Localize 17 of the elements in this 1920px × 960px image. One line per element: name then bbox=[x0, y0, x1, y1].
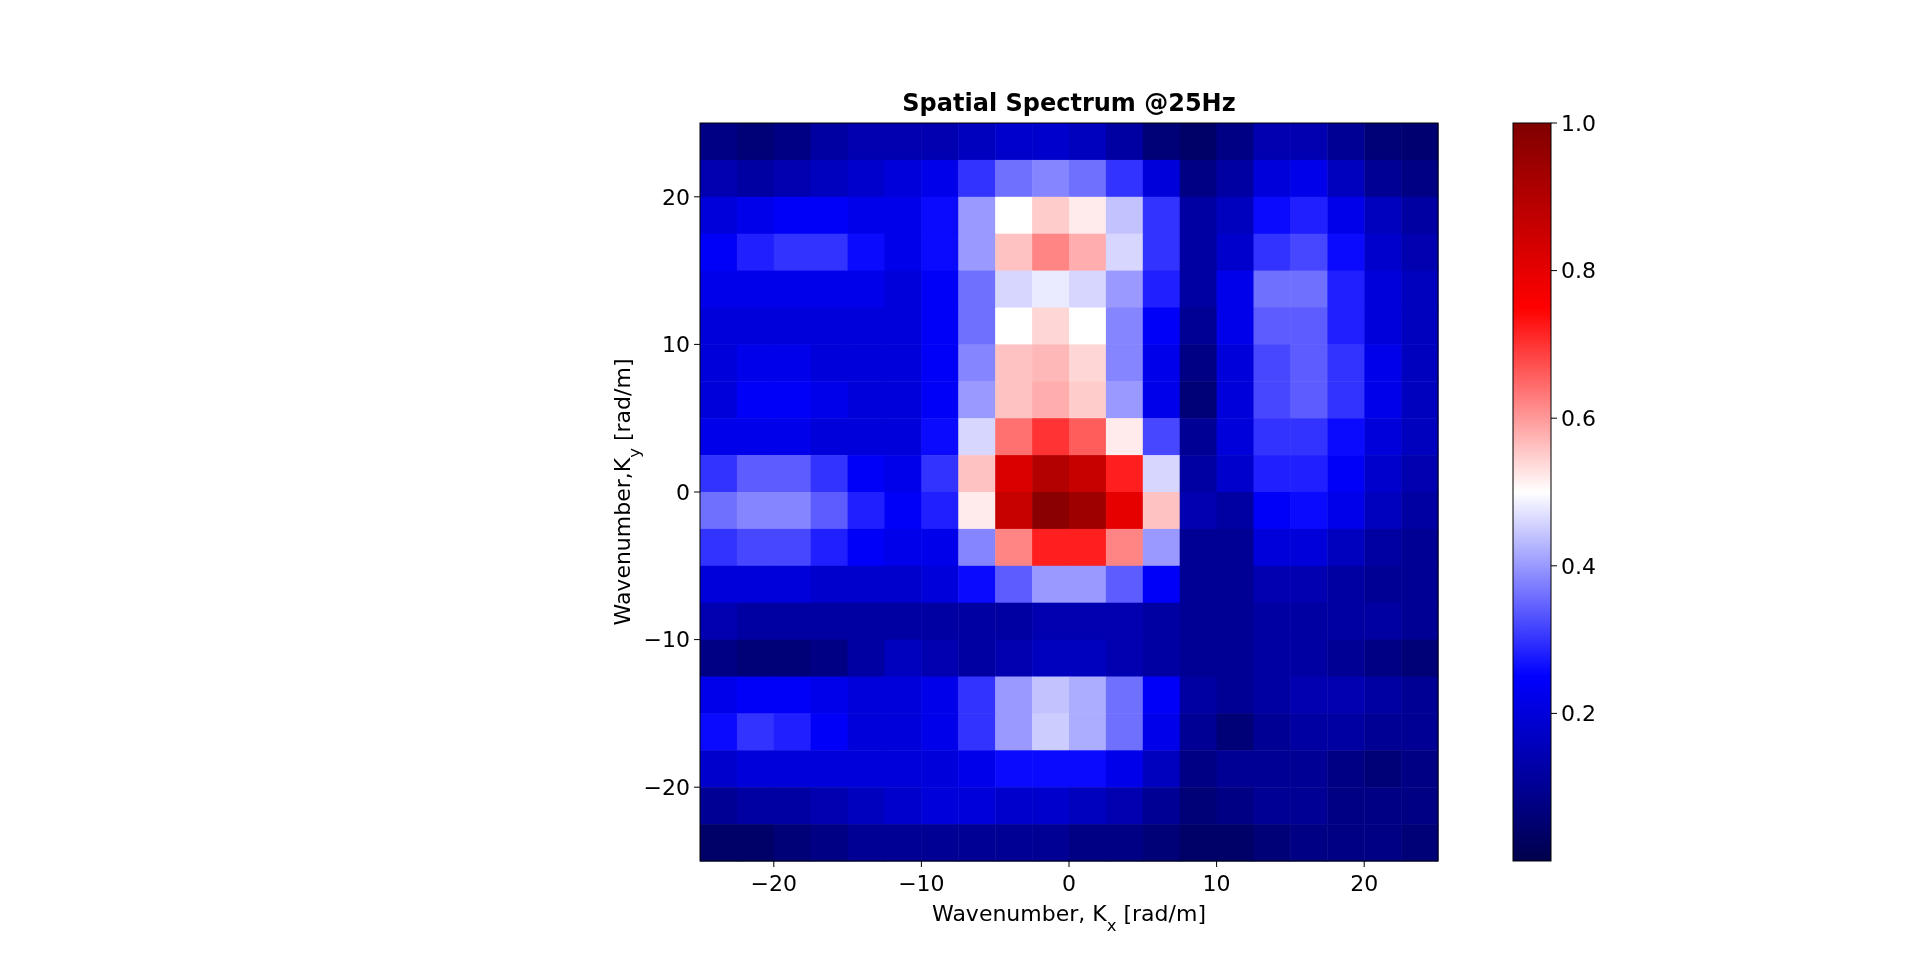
y-tick-label: −10 bbox=[643, 627, 690, 653]
y-tick-label: 20 bbox=[662, 184, 690, 210]
x-tick-label: −20 bbox=[750, 871, 798, 896]
y-tick-label: 10 bbox=[662, 332, 690, 358]
y-tick-label: −20 bbox=[643, 774, 690, 800]
y-tick-label: 0 bbox=[676, 479, 690, 505]
x-tick-label: 10 bbox=[1202, 871, 1231, 896]
color-bar-label: 0.4 bbox=[1561, 553, 1596, 579]
x-axis-title: Wavenumber, K$_{x}$ [rad/m] bbox=[932, 901, 1206, 935]
color-bar-label: 0.8 bbox=[1561, 258, 1596, 284]
color-bar-label: 0.2 bbox=[1561, 701, 1596, 727]
x-tick-label: 20 bbox=[1350, 871, 1379, 896]
x-tick-label: −10 bbox=[898, 871, 945, 896]
chart-title: Spatial Spectrum @25Hz bbox=[902, 89, 1236, 117]
x-tick-label: 0 bbox=[1062, 871, 1076, 896]
color-bar-label: 1.0 bbox=[1561, 110, 1596, 136]
color-bar-label: 0.6 bbox=[1561, 405, 1596, 431]
